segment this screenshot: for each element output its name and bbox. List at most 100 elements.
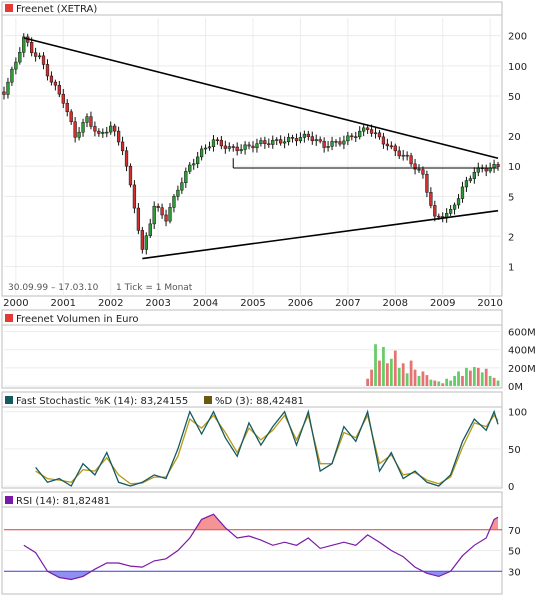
price-candle	[156, 205, 160, 208]
price-candle	[148, 223, 152, 237]
price-panel-frame	[1, 1, 503, 297]
price-candle	[381, 136, 386, 145]
price-candle	[81, 122, 85, 133]
price-candle	[85, 116, 89, 123]
price-candle	[199, 148, 204, 158]
price-candle	[120, 141, 125, 152]
price-candle	[421, 169, 425, 175]
x-axis: 2000 2001 2002 2003 2004 2005 2006 2007 2008 2009…	[3, 298, 503, 309]
price-y-tick: 200	[508, 32, 527, 43]
price-candle	[207, 146, 212, 149]
price-candle	[330, 141, 334, 147]
volume-bar	[385, 363, 389, 386]
rsi-y-tick: 50	[508, 547, 521, 558]
price-candle	[496, 164, 500, 167]
price-candle	[97, 130, 101, 134]
volume-bar	[465, 367, 468, 386]
price-y-tick: 2	[508, 232, 514, 243]
volume-bar	[389, 358, 393, 386]
rsi-y-tick: 70	[508, 526, 521, 537]
volume-bar	[457, 371, 460, 386]
price-y-tick: 100	[508, 62, 527, 73]
x-axis-tick: 2010	[477, 298, 502, 309]
price-candle	[124, 150, 129, 167]
price-candle	[405, 154, 409, 157]
volume-y-tick: 200M	[508, 364, 536, 375]
price-y-tick: 1	[508, 262, 514, 273]
rsi-overbought-fill	[489, 517, 498, 530]
price-candle	[452, 204, 457, 210]
x-axis-tick: 2005	[240, 298, 265, 309]
price-candle	[310, 136, 314, 142]
price-candle	[215, 139, 220, 141]
price-candle	[30, 42, 34, 54]
price-candle	[53, 81, 58, 86]
price-trendlines	[23, 37, 499, 260]
price-candle	[18, 52, 22, 63]
price-candle	[413, 163, 417, 170]
price-candle	[350, 135, 354, 138]
price-candle	[168, 207, 172, 222]
price-candle	[318, 139, 322, 142]
volume-bar	[468, 370, 472, 386]
volume-bar	[496, 380, 500, 386]
volume-bar	[488, 376, 492, 386]
volume-bar	[492, 377, 496, 386]
price-candle	[176, 189, 180, 197]
price-candle	[136, 207, 141, 231]
stochastic-y-tick: 100	[508, 408, 527, 419]
price-candle	[464, 180, 469, 188]
x-axis-tick: 2006	[288, 298, 313, 309]
price-candle	[251, 145, 255, 149]
x-axis-tick: 2007	[335, 298, 360, 309]
stochastic-y-axis: 100 50 0	[508, 408, 527, 493]
period-label: 30.09.99 – 17.03.10	[8, 283, 99, 293]
price-candle	[57, 84, 61, 95]
volume-bar	[476, 367, 480, 386]
price-candle	[326, 145, 330, 148]
volume-bar	[374, 344, 377, 386]
price-candle	[37, 55, 42, 58]
price-candle	[373, 132, 378, 135]
price-candle	[203, 147, 208, 150]
price-candle	[354, 136, 358, 138]
price-y-tick: 50	[508, 92, 521, 103]
price-candle	[460, 186, 465, 199]
price-candle	[448, 209, 453, 214]
price-candle	[377, 132, 382, 138]
volume-y-tick: 400M	[508, 346, 536, 357]
price-candle	[433, 205, 437, 217]
rsi-panel-frame	[1, 491, 503, 595]
price-candle	[231, 146, 235, 148]
price-candle	[271, 139, 275, 145]
price-candle	[196, 156, 200, 164]
rsi-oversold-fill	[47, 571, 92, 580]
volume-bar	[453, 376, 456, 386]
price-candle	[180, 182, 184, 191]
price-candle	[235, 146, 239, 152]
price-candle	[362, 127, 366, 132]
price-candle	[302, 133, 307, 138]
price-candle	[389, 145, 393, 148]
price-candle	[132, 184, 137, 209]
rsi-grid	[4, 529, 502, 572]
price-candle	[184, 171, 188, 183]
price-candle	[492, 164, 496, 169]
price-candle	[172, 196, 176, 208]
price-candle	[188, 164, 192, 172]
price-candle	[128, 165, 133, 186]
price-candle	[41, 55, 46, 65]
rsi-y-tick: 30	[508, 567, 521, 578]
volume-panel-frame	[1, 309, 503, 389]
price-candle	[342, 140, 346, 145]
stochastic-k-line	[35, 409, 499, 487]
price-candle	[14, 61, 18, 70]
price-candle	[144, 235, 148, 250]
volume-bar	[484, 368, 488, 386]
price-candle	[211, 139, 216, 148]
price-candle	[279, 139, 283, 144]
price-candle	[77, 131, 81, 138]
volume-y-tick: 0M	[508, 382, 523, 393]
price-candle	[298, 137, 303, 142]
